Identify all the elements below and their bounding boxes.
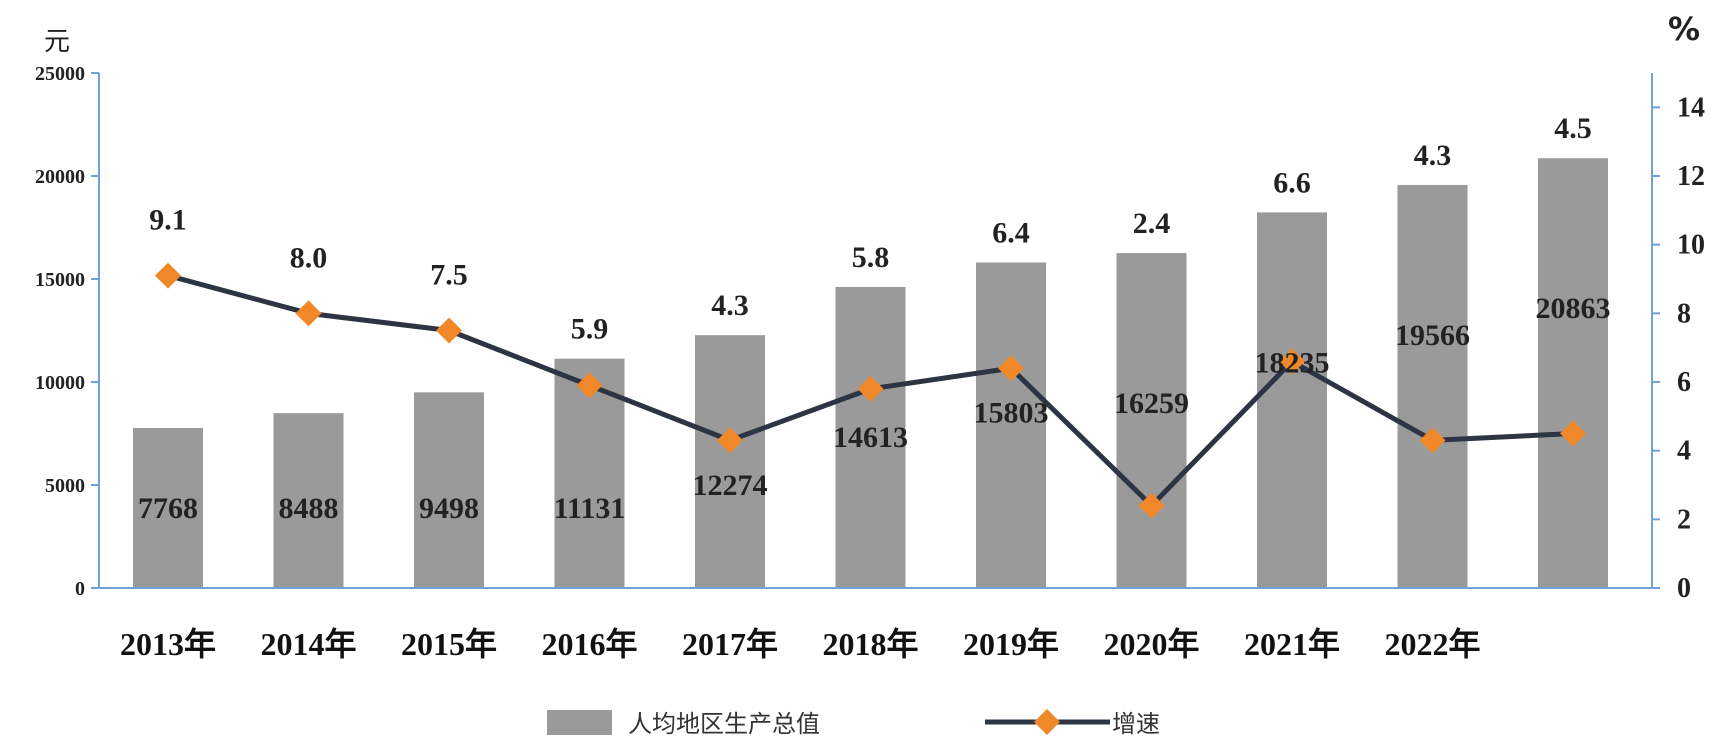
growth-value-label: 6.4 xyxy=(992,216,1030,249)
line-point xyxy=(717,427,743,454)
x-tick-label: 2022年 xyxy=(1384,626,1480,662)
bar xyxy=(273,413,344,588)
bar-value-label: 16259 xyxy=(1114,387,1189,420)
growth-value-label: 4.5 xyxy=(1554,112,1592,145)
bar xyxy=(1257,212,1327,588)
bar xyxy=(835,286,906,588)
bar-series xyxy=(133,158,1608,588)
growth-value-label: 8.0 xyxy=(290,241,328,274)
line-point xyxy=(1560,420,1586,447)
line-point xyxy=(1279,348,1305,375)
bar-value-label: 15803 xyxy=(974,396,1049,429)
bar-value-label: 14613 xyxy=(833,421,908,454)
x-tick-label: 2014年 xyxy=(260,626,356,662)
legend-bar-swatch xyxy=(547,710,612,735)
right-tick-label: 6 xyxy=(1677,367,1691,398)
right-tick-label: 2 xyxy=(1677,504,1691,535)
line-point xyxy=(1138,492,1165,519)
bar-value-label: 12274 xyxy=(693,469,768,502)
x-tick-label: 2020年 xyxy=(1103,626,1199,662)
left-tick-label: 10000 xyxy=(35,372,85,394)
legend-line-label: 增速 xyxy=(1112,710,1160,738)
right-tick-label: 10 xyxy=(1677,230,1705,261)
axes: 0 5000 10000 15000 20000 25000 0 2 4 6 8 10 12 14 元 % 20… xyxy=(35,10,1705,662)
left-axis-unit: 元 xyxy=(44,27,70,57)
line-point xyxy=(1419,427,1446,454)
bar-value-label: 7768 xyxy=(138,492,198,525)
line-series xyxy=(155,262,1586,519)
right-axis-unit: % xyxy=(1668,10,1700,48)
bar xyxy=(976,262,1046,588)
bar-value-label: 11131 xyxy=(554,492,626,525)
growth-value-label: 4.3 xyxy=(711,289,749,322)
x-tick-label: 2019年 xyxy=(963,626,1059,662)
bar-value-label: 8488 xyxy=(279,492,339,525)
bar xyxy=(133,427,203,588)
bar-value-label: 19566 xyxy=(1395,319,1470,352)
value-labels: 7768 8488 9498 11131 12274 14613 15803 16259 182… xyxy=(138,112,1611,525)
growth-value-label: 5.8 xyxy=(852,241,890,274)
left-tick-label: 5000 xyxy=(45,475,85,497)
legend-marker-swatch xyxy=(1034,709,1060,735)
bar-value-label: 18235 xyxy=(1255,346,1330,379)
bar xyxy=(1397,184,1468,588)
line-point xyxy=(436,317,462,344)
growth-value-label: 6.6 xyxy=(1273,166,1311,199)
growth-value-label: 9.1 xyxy=(149,204,187,237)
growth-value-label: 2.4 xyxy=(1133,207,1171,240)
bar-value-label: 9498 xyxy=(419,492,479,525)
left-tick-label: 25000 xyxy=(35,63,85,85)
x-tick-label: 2015年 xyxy=(401,626,497,662)
right-tick-label: 14 xyxy=(1677,92,1705,123)
legend-bar-label: 人均地区生产总值 xyxy=(628,710,820,738)
x-tick-label: 2017年 xyxy=(682,626,778,662)
bar xyxy=(1538,158,1608,588)
line-point xyxy=(998,355,1024,382)
bar-value-label: 20863 xyxy=(1536,292,1611,325)
growth-value-label: 4.3 xyxy=(1414,139,1452,172)
right-tick-label: 8 xyxy=(1677,298,1691,329)
left-tick-label: 0 xyxy=(75,578,85,600)
growth-value-label: 7.5 xyxy=(430,259,468,292)
right-tick-label: 4 xyxy=(1677,436,1691,467)
x-tick-label: 2018年 xyxy=(822,626,918,662)
x-tick-label: 2016年 xyxy=(541,626,637,662)
right-tick-label: 12 xyxy=(1677,161,1705,192)
x-tick-label: 2013年 xyxy=(120,626,216,662)
left-tick-label: 20000 xyxy=(35,166,85,188)
line-point xyxy=(576,372,603,399)
right-tick-label: 0 xyxy=(1677,573,1691,604)
growth-value-label: 5.9 xyxy=(571,313,609,346)
bar xyxy=(414,392,484,588)
x-tick-label: 2021年 xyxy=(1244,626,1340,662)
legend: 人均地区生产总值 增速 xyxy=(547,709,1160,738)
bar xyxy=(695,335,765,588)
line-point xyxy=(857,375,884,402)
left-tick-label: 15000 xyxy=(35,269,85,291)
line-point xyxy=(155,262,181,289)
bar xyxy=(1116,253,1187,588)
line-point xyxy=(295,300,322,327)
